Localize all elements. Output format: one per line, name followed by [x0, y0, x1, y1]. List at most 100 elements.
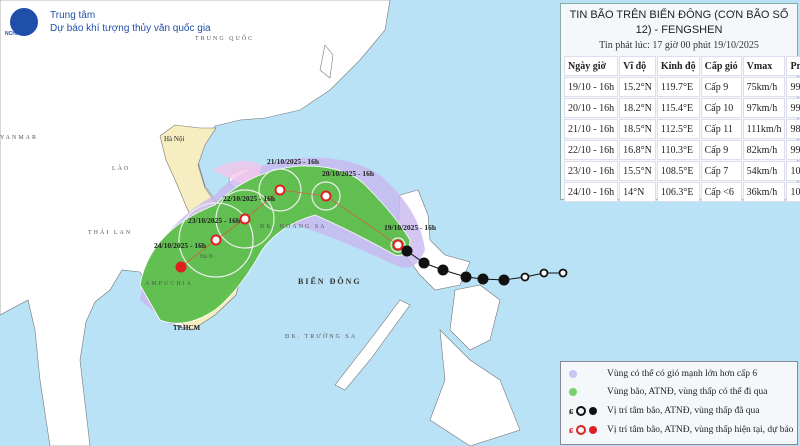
date-label: 20/10/2025 - 16h: [322, 169, 375, 178]
table-cell: 19/10 - 16h: [564, 77, 619, 97]
label-hanoi: Hà Nội: [164, 135, 184, 143]
table-cell: 108.5°E: [656, 161, 700, 181]
label-thailand: THÁI LAN: [88, 228, 132, 236]
label-hoangsa: ĐK. HOÀNG SA: [260, 222, 327, 230]
past-position-marker: [539, 268, 549, 278]
table-cell: 75km/h: [742, 77, 786, 97]
legend-item-forecast: ɕ Vị trí tâm bão, ATNĐ, vùng thấp hiện tạ…: [569, 424, 794, 436]
forecast-storm-marker: [392, 239, 404, 251]
table-cell: 18.2°N: [619, 98, 656, 118]
table-cell: 992mb: [786, 140, 800, 160]
past-position-marker: [520, 272, 530, 282]
table-cell: 21/10 - 16h: [564, 119, 619, 139]
label-truongsa: ĐK. TRƯỜNG SA: [285, 332, 357, 340]
forecast-low-marker: [175, 261, 187, 273]
past-position-marker: [418, 257, 430, 269]
column-header: Pmin: [786, 56, 800, 76]
purple-dot-icon: [569, 370, 577, 378]
past-position-marker: [460, 271, 472, 283]
table-cell: 24/10 - 16h: [564, 182, 619, 202]
table-cell: Cấp 9: [700, 140, 742, 160]
issued-time: Tin phát lúc: 17 giờ 00 phút 19/10/2025: [599, 40, 759, 51]
table-cell: 985mb: [786, 119, 800, 139]
date-label: 19/10/2025 - 16h: [384, 223, 437, 232]
forecast-storm-marker: [320, 190, 332, 202]
table-cell: 106.3°E: [656, 182, 700, 202]
table-cell: 1000mb: [786, 161, 800, 181]
past-position-marker: [498, 274, 510, 286]
past-track: [397, 244, 563, 281]
table-cell: 16.8°N: [619, 140, 656, 160]
nchmf-logo: [8, 6, 40, 38]
column-header: Vĩ độ: [619, 56, 656, 76]
past-position-marker: [437, 264, 449, 276]
past-positions: [401, 245, 568, 286]
past-position-marker: [477, 273, 489, 285]
column-header: Vmax: [742, 56, 786, 76]
forecast-storm-marker: [274, 184, 286, 196]
place-labels: TRUNG QUỐC YANMAR LÀO THÁI LAN AMPUCHIA …: [0, 34, 362, 340]
legend-item-past: ɕ Vị trí tâm bão, ATNĐ, vùng thấp đã qua: [569, 405, 760, 417]
storm-symbol-icon: ɕ: [569, 405, 574, 417]
header: Trung tâm Dự báo khí tượng thủy văn quốc…: [8, 6, 211, 38]
table-cell: Cấp 7: [700, 161, 742, 181]
table-cell: Cấp 9: [700, 77, 742, 97]
low-icon: [589, 407, 598, 415]
date-label: 22/10/2025 - 16h: [223, 194, 276, 203]
date-label: 23/10/2025 - 16h: [188, 216, 241, 225]
table-cell: 23/10 - 16h: [564, 161, 619, 181]
table-cell: 1004mb: [786, 182, 800, 202]
table-cell: 992mb: [786, 77, 800, 97]
forecast-positions: [175, 184, 404, 273]
table-cell: Cấp 11: [700, 119, 742, 139]
legend-item-risk: Vùng có thể có gió mạnh lớn hơn cấp 6: [569, 367, 757, 381]
table-cell: 15.5°N: [619, 161, 656, 181]
past-position-marker: [401, 245, 413, 257]
table-cell: 97km/h: [742, 98, 786, 118]
storm-info-panel: TIN BÃO TRÊN BIỂN ĐÔNG (CƠN BÃO SỐ 12) -…: [560, 3, 800, 203]
forecast-storm-marker: [239, 213, 251, 225]
table-cell: 36km/h: [742, 182, 786, 202]
org-line2: Dự báo khí tượng thủy văn quốc gia: [50, 23, 211, 34]
table-cell: 20/10 - 16h: [564, 98, 619, 118]
table-cell: 14°N: [619, 182, 656, 202]
table-cell: 990mb: [786, 98, 800, 118]
forecast-storm-marker: [210, 234, 222, 246]
org-line1: Trung tâm: [50, 10, 96, 21]
table-cell: 15.2°N: [619, 77, 656, 97]
forecast-date-labels: 19/10/2025 - 16h 20/10/2025 - 16h 21/10/…: [154, 157, 437, 250]
label-danang: Đà N: [200, 254, 213, 260]
table-cell: 115.4°E: [656, 98, 700, 118]
forecast-circles: [178, 168, 406, 278]
low-icon: [589, 426, 598, 434]
logo-text: NCHMF: [5, 31, 24, 37]
panel-title: TIN BÃO TRÊN BIỂN ĐÔNG (CƠN BÃO SỐ 12) -…: [569, 9, 789, 36]
past-position-marker: [558, 268, 568, 278]
label-china: TRUNG QUỐC: [195, 34, 254, 42]
legend-item-storm-zone: Vùng bão, ATNĐ, vùng thấp có thể đi qua: [569, 385, 767, 399]
table-cell: 54km/h: [742, 161, 786, 181]
date-label: 21/10/2025 - 16h: [267, 157, 320, 166]
table-cell: Cấp 10: [700, 98, 742, 118]
label-myanmar: YANMAR: [0, 135, 38, 141]
label-biendong: BIỂN ĐÔNG: [298, 276, 362, 286]
column-header: Cấp gió: [700, 56, 742, 76]
storm-symbol-icon: ɕ: [569, 424, 574, 436]
legend: Vùng có thể có gió mạnh lớn hơn cấp 6 Vù…: [560, 361, 798, 445]
date-label: 24/10/2025 - 16h: [154, 241, 207, 250]
depression-icon: [576, 406, 587, 416]
table-cell: 119.7°E: [656, 77, 700, 97]
table-cell: Cấp <6: [700, 182, 742, 202]
label-hcm: TP.HCM: [173, 324, 201, 332]
depression-icon: [576, 425, 587, 435]
table-cell: 82km/h: [742, 140, 786, 160]
column-header: Kinh độ: [656, 56, 700, 76]
label-laos: LÀO: [112, 164, 130, 172]
table-cell: 112.5°E: [656, 119, 700, 139]
